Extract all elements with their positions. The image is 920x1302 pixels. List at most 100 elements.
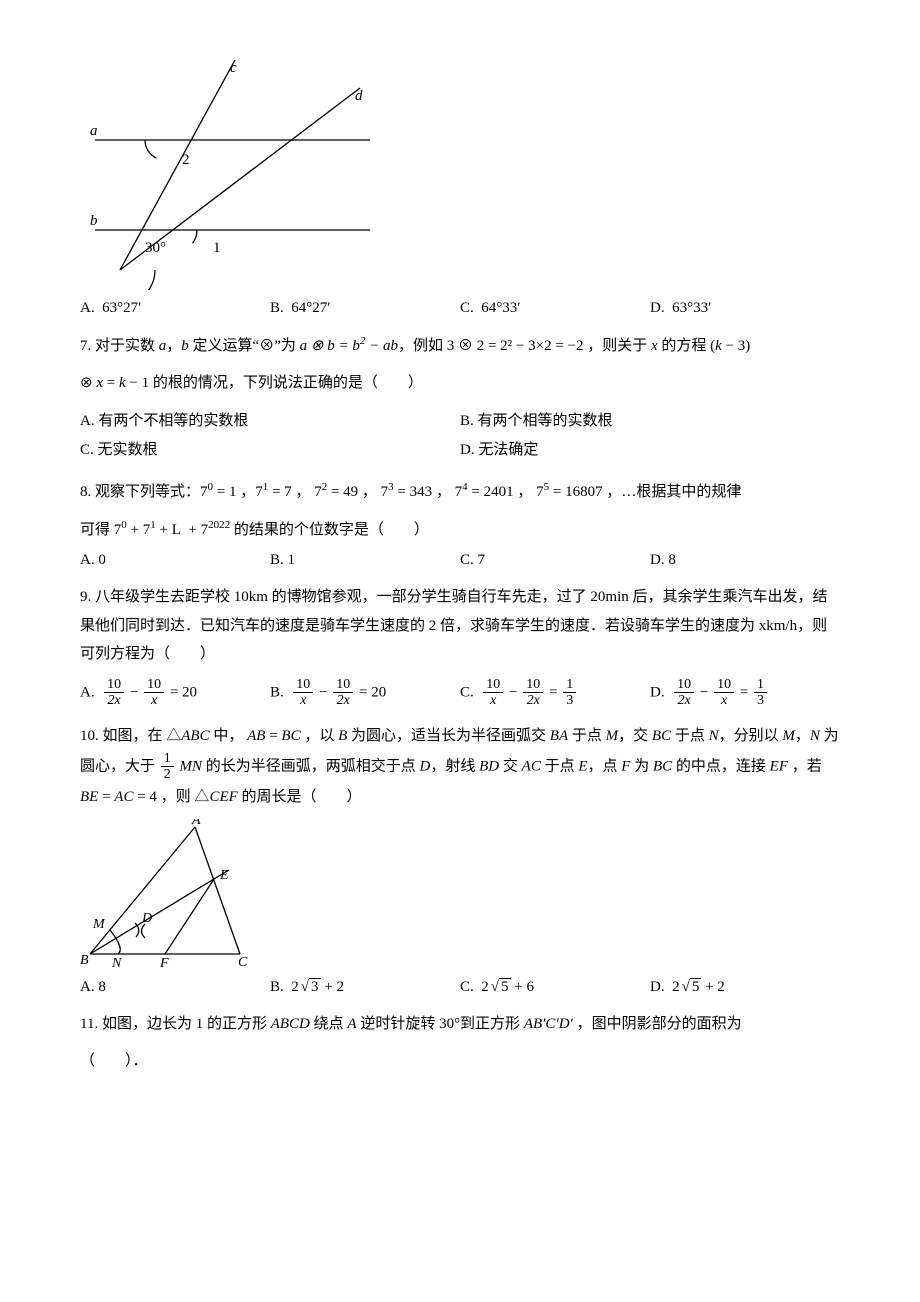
q9c-d2: 2x	[523, 693, 543, 708]
q10b-coef: 2	[291, 979, 299, 995]
svg-text:30°: 30°	[145, 240, 166, 256]
svg-text:B: B	[80, 953, 89, 968]
svg-text:2: 2	[182, 152, 190, 168]
q9d-rn: 1	[754, 677, 767, 693]
q9d-rd: 3	[754, 693, 767, 708]
svg-text:F: F	[159, 956, 169, 969]
q7-opt-a-text: 有两个不相等的实数根	[98, 413, 248, 429]
q8-opt-d-text: 8	[668, 552, 676, 568]
q10-opt-a-text: 8	[98, 979, 106, 995]
q10-opt-c: C. 25 + 6	[460, 979, 650, 996]
q6-opt-b: B. 64°27′	[270, 300, 460, 317]
q7-p1: 7. 对于实数	[80, 338, 159, 354]
q8-text-1: 8. 观察下列等式：70 = 1 ，71 = 7 ， 72 = 49 ， 73 …	[80, 477, 840, 507]
q7-x: x	[651, 338, 658, 354]
q11-text: 11. 如图，边长为 1 的正方形 ABCD 绕点 A 逆时针旋转 30°到正方…	[80, 1010, 840, 1039]
q7-m2: 定义运算“⊗”为	[189, 338, 300, 354]
q10c-coef: 2	[481, 979, 489, 995]
svg-text:E: E	[219, 868, 229, 883]
q9-opt-d: D. 102x − 10x = 13	[650, 677, 840, 709]
svg-text:a: a	[90, 123, 98, 139]
q7-text: 7. 对于实数 a，b 定义运算“⊗”为 a ⊗ b = b2 − ab，例如 …	[80, 331, 840, 361]
q6-opt-d-text: 63°33′	[672, 300, 711, 316]
q10-opt-a: A. 8	[80, 979, 270, 996]
q9b-n1: 10	[293, 677, 313, 693]
svg-text:1: 1	[213, 240, 221, 256]
q7-opt-a: A. 有两个不相等的实数根	[80, 409, 460, 430]
q9d-n2: 10	[714, 677, 734, 693]
q9-opt-a: A. 102x − 10x = 20	[80, 677, 270, 709]
q9c-n1: 10	[483, 677, 503, 693]
q9c-rn: 1	[563, 677, 576, 693]
q10-options: A. 8 B. 23 + 2 C. 25 + 6 D. 25 + 2	[80, 979, 840, 996]
q8-opt-a: A. 0	[80, 552, 270, 569]
exam-page: a b c d 1 2 30° A. 63°27′ B. 64°27′ C. 64°33′ …	[0, 0, 920, 1123]
q8-opt-d: D. 8	[650, 552, 840, 569]
q8-options: A. 0 B. 1 C. 7 D. 8	[80, 552, 840, 569]
q7-eg: ，例如 3 ⊗ 2 = 2² − 3×2 = −2 ，则关于	[398, 338, 651, 354]
q9d-d2: x	[714, 693, 734, 708]
q9c-d1: x	[483, 693, 503, 708]
q10-opt-b: B. 23 + 2	[270, 979, 460, 996]
svg-text:d: d	[355, 88, 363, 104]
q7-options: A. 有两个不相等的实数根 B. 有两个相等的实数根 C. 无实数根 D. 无法…	[80, 405, 840, 463]
q9-opt-c: C. 10x − 102x = 13	[460, 677, 650, 709]
q6-figure: a b c d 1 2 30°	[80, 60, 840, 290]
q7-opt-b-text: 有两个相等的实数根	[478, 413, 613, 429]
q9d-d1: 2x	[674, 693, 694, 708]
q10b-tail: + 2	[321, 979, 344, 995]
q8-opt-a-text: 0	[98, 552, 106, 568]
q11-paren: （ ）．	[80, 1047, 840, 1076]
svg-text:N: N	[111, 956, 122, 969]
q6-opt-b-text: 64°27′	[291, 300, 330, 316]
q9b-n2: 10	[333, 677, 353, 693]
q8-text-2: 可得 70 + 71 + L + 72022 的结果的个位数字是（ ）	[80, 515, 840, 545]
q7-def: a ⊗ b = b2 − ab	[300, 338, 398, 354]
q9a-rhs: 20	[182, 684, 197, 700]
svg-text:b: b	[90, 213, 98, 229]
q6-options: A. 63°27′ B. 64°27′ C. 64°33′ D. 63°33′	[80, 300, 840, 317]
q7-opt-c-text: 无实数根	[98, 442, 158, 458]
q10b-rad: 3	[309, 978, 321, 995]
q9a-d2: x	[144, 693, 164, 708]
q9c-n2: 10	[523, 677, 543, 693]
svg-text:A: A	[191, 819, 201, 828]
q9b-d2: 2x	[333, 693, 353, 708]
svg-text:M: M	[92, 917, 106, 932]
q6-opt-c: C. 64°33′	[460, 300, 650, 317]
svg-text:C: C	[238, 955, 248, 969]
q7-tail: 的方程 (k − 3)	[658, 338, 751, 354]
q6-svg: a b c d 1 2 30°	[80, 60, 380, 290]
q7-m1: ，	[166, 338, 181, 354]
q8-opt-c: C. 7	[460, 552, 650, 569]
q9b-d1: x	[293, 693, 313, 708]
q9b-rhs: 20	[371, 684, 386, 700]
q10c-rad: 5	[499, 978, 511, 995]
q10-text: 10. 如图，在 △ABC 中， AB = BC ，以 B 为圆心，适当长为半径…	[80, 722, 840, 811]
q7-text-2: ⊗ x = k − 1 的根的情况，下列说法正确的是（ ）	[80, 369, 840, 398]
q10-opt-d: D. 25 + 2	[650, 979, 840, 996]
q10d-tail: + 2	[701, 979, 724, 995]
svg-text:D: D	[141, 911, 152, 926]
q10-svg: A B C E F M N D	[80, 819, 255, 969]
q7-opt-d: D. 无法确定	[460, 438, 840, 459]
q9a-n1: 10	[104, 677, 124, 693]
q9a-d1: 2x	[104, 693, 124, 708]
q6-opt-c-text: 64°33′	[481, 300, 520, 316]
q10d-rad: 5	[690, 978, 702, 995]
q6-opt-a-text: 63°27′	[102, 300, 141, 316]
q9-opt-b: B. 10x − 102x = 20	[270, 677, 460, 709]
q7-b: b	[181, 338, 189, 354]
q9d-n1: 10	[674, 677, 694, 693]
q9-options: A. 102x − 10x = 20 B. 10x − 102x = 20 C.…	[80, 677, 840, 709]
q7-opt-b: B. 有两个相等的实数根	[460, 409, 840, 430]
q10d-coef: 2	[672, 979, 680, 995]
q7-opt-d-text: 无法确定	[478, 442, 538, 458]
q9-text: 9. 八年级学生去距学校 10km 的博物馆参观，一部分学生骑自行车先走，过了 …	[80, 583, 840, 669]
q8-opt-b-text: 1	[288, 552, 296, 568]
q10-figure: A B C E F M N D	[80, 819, 840, 969]
svg-text:c: c	[230, 60, 237, 76]
q6-opt-a: A. 63°27′	[80, 300, 270, 317]
q7-opt-c: C. 无实数根	[80, 438, 460, 459]
q8-opt-b: B. 1	[270, 552, 460, 569]
